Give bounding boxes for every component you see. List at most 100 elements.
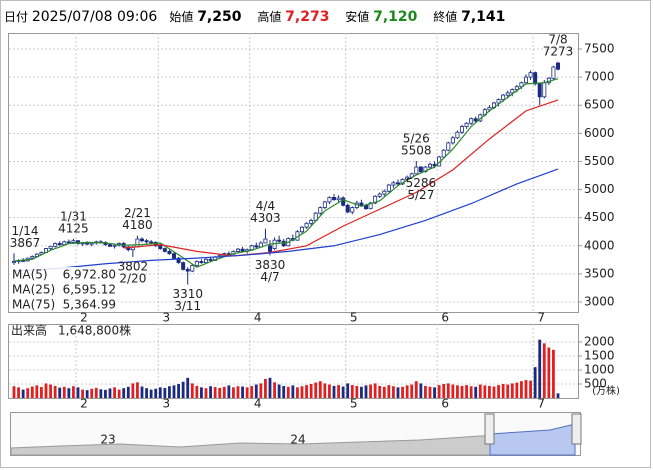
volume-bar <box>140 386 144 398</box>
price-pane <box>8 33 579 313</box>
candle-body <box>139 238 144 242</box>
volume-bar <box>200 387 203 398</box>
candle-body <box>254 245 259 248</box>
candle-body <box>501 94 506 101</box>
candle-body <box>66 241 71 244</box>
label: 終値 <box>433 10 458 24</box>
volume-bar <box>113 387 116 398</box>
x-tick-label: 7 <box>537 311 545 325</box>
volume-bar <box>396 387 400 398</box>
volume-bar <box>99 389 103 398</box>
volume-bar <box>177 383 180 398</box>
navigator-handle[interactable] <box>484 413 495 445</box>
annotation-value: 3830 <box>255 258 286 272</box>
volume-bar <box>515 382 519 398</box>
volume-bar <box>286 386 290 398</box>
y-tick-label: 2000 <box>584 334 615 348</box>
candle-body <box>203 258 208 264</box>
volume-bar <box>241 386 244 398</box>
label: 始値 <box>169 10 194 24</box>
navigator-handle[interactable] <box>571 413 582 445</box>
volume-bar <box>552 349 555 398</box>
volume-bar <box>218 387 222 398</box>
candle-body <box>459 126 464 133</box>
ma-line <box>123 99 559 257</box>
x-tick-label: 5 <box>350 397 358 411</box>
x-tick-label: 2 <box>80 397 88 411</box>
volume-bar <box>108 388 112 398</box>
volume-bar <box>341 386 345 398</box>
candle-body <box>524 76 529 84</box>
candle-body <box>190 265 195 272</box>
volume-bar <box>506 384 510 398</box>
volume-bar <box>309 383 313 398</box>
legend-name: MA(75) <box>12 298 55 312</box>
volume-bar <box>44 383 48 398</box>
candle-body <box>414 166 419 175</box>
volume-bar <box>314 382 318 398</box>
volume-bar <box>145 388 148 398</box>
volume-bar <box>501 383 505 398</box>
x-tick-label: 4 <box>254 311 262 325</box>
volume-bar <box>497 385 500 398</box>
volume-bar <box>382 386 386 398</box>
volume-bar <box>451 384 455 398</box>
open: 7,250 <box>197 9 242 25</box>
navigator-label: 23 <box>100 433 115 447</box>
volume-bar <box>369 384 372 398</box>
candle-body <box>144 240 149 243</box>
volume-bar <box>529 380 532 398</box>
annotation-date: 5/26 <box>403 132 430 146</box>
volume-bar <box>94 387 98 398</box>
volume-bar <box>90 388 94 398</box>
candle-body <box>418 166 423 172</box>
candle-body <box>336 197 341 201</box>
volume-bar <box>186 377 190 398</box>
volume-bar <box>305 385 308 398</box>
annotation-date: 3/11 <box>174 299 201 313</box>
candle-body <box>309 220 314 224</box>
annotation-date: 7/8 <box>548 32 567 46</box>
close: 7,141 <box>461 9 506 25</box>
volume-bar <box>259 383 263 398</box>
candle-body <box>487 107 492 111</box>
volume-bar <box>273 382 276 398</box>
volume-bar <box>556 393 560 398</box>
volume-bar <box>360 386 363 398</box>
legend-value: 6,595.12 <box>63 283 116 297</box>
volume-bar <box>474 386 478 398</box>
volume-bar <box>465 385 468 398</box>
candle-body <box>158 245 163 249</box>
volume-bar <box>483 385 487 398</box>
volume-bar <box>520 381 523 398</box>
candle-body <box>162 248 167 252</box>
candle-body <box>11 261 16 264</box>
volume-bar <box>236 386 240 398</box>
volume-bar <box>35 385 39 398</box>
y-tick-label: 6000 <box>584 126 615 140</box>
volume-bar <box>245 387 249 398</box>
volume-bar <box>222 386 226 398</box>
navigator-label: 24 <box>290 433 305 447</box>
candle-body <box>455 131 460 139</box>
volume-bar <box>446 383 450 398</box>
candle-body <box>85 242 90 245</box>
volume-bar <box>85 390 89 398</box>
candle-body <box>263 238 268 244</box>
candle-body <box>304 222 309 228</box>
candle-body <box>208 258 213 261</box>
volume-bar <box>264 378 267 398</box>
volume-bar <box>168 386 171 398</box>
x-tick-label: 7 <box>537 397 545 411</box>
volume-bar <box>40 387 43 398</box>
volume-bar <box>12 386 16 398</box>
y-tick-label: 6500 <box>584 98 615 112</box>
ma-line <box>13 168 559 272</box>
candle-body <box>446 142 451 151</box>
y-tick-label: 1500 <box>584 348 615 362</box>
volume-bar <box>126 386 130 398</box>
volume-bar <box>58 387 62 398</box>
volume-bar <box>401 386 404 398</box>
candle-body <box>377 193 382 197</box>
